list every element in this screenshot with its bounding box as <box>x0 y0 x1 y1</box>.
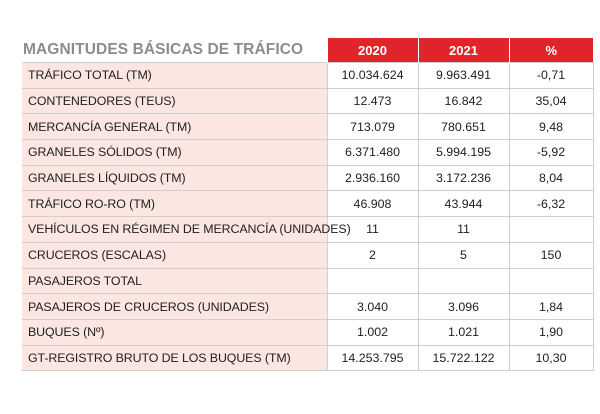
row-label: CONTENEDORES (TEUS) <box>22 87 327 114</box>
row-label: VEHÍCULOS EN RÉGIMEN DE MERCANCÍA (UNIDA… <box>22 216 351 243</box>
table-row: PASAJEROS TOTAL <box>22 267 594 294</box>
cell-2021: 1.021 <box>417 318 509 346</box>
cell-percent: -0,71 <box>508 62 594 89</box>
cell-percent <box>508 267 594 294</box>
column-header-2021: 2021 <box>417 38 509 63</box>
table-row: CRUCEROS (ESCALAS) 2 5 150 <box>22 241 594 268</box>
row-label: TRÁFICO RO-RO (TM) <box>22 190 327 217</box>
cell-percent: 8,04 <box>508 164 594 191</box>
row-label: GRANELES LÍQUIDOS (TM) <box>22 164 327 191</box>
table-row: PASAJEROS DE CRUCEROS (UNIDADES) 3.040 3.0… <box>22 293 594 320</box>
cell-percent: -5,92 <box>508 139 594 166</box>
cell-2021: 5.994.195 <box>417 139 509 166</box>
cell-2021: 780.651 <box>417 113 509 140</box>
cell-percent: 35,04 <box>508 87 594 114</box>
cell-2020: 3.040 <box>326 293 418 320</box>
table-row: VEHÍCULOS EN RÉGIMEN DE MERCANCÍA (UNIDA… <box>22 216 594 243</box>
table-row: BUQUES (Nº) 1.002 1.021 1,90 <box>22 318 594 346</box>
row-label: GT-REGISTRO BRUTO DE LOS BUQUES (TM) <box>22 344 327 372</box>
cell-percent: 1,84 <box>508 293 594 320</box>
column-header-percent: % <box>508 38 593 63</box>
table-header-row: MAGNITUDES BÁSICAS DE TRÁFICO 2020 2021 … <box>22 38 593 63</box>
cell-2021: 43.944 <box>417 190 509 217</box>
cell-percent: 1,90 <box>508 318 594 346</box>
row-label: PASAJEROS DE CRUCEROS (UNIDADES) <box>22 293 327 320</box>
cell-percent: 150 <box>508 241 594 268</box>
column-header-2020: 2020 <box>326 38 418 63</box>
traffic-table: MAGNITUDES BÁSICAS DE TRÁFICO 2020 2021 … <box>22 38 594 372</box>
cell-2020: 713.079 <box>326 113 418 140</box>
table-row: GT-REGISTRO BRUTO DE LOS BUQUES (TM) 14.2… <box>22 344 594 372</box>
table-body: TRÁFICO TOTAL (TM) 10.034.624 9.963.491 -0,… <box>22 62 594 372</box>
cell-2021: 16.842 <box>417 87 509 114</box>
table-title: MAGNITUDES BÁSICAS DE TRÁFICO <box>22 38 327 63</box>
cell-2021: 9.963.491 <box>417 62 509 89</box>
cell-2020: 46.908 <box>326 190 418 217</box>
table-row: GRANELES SÓLIDOS (TM) 6.371.480 5.994.195-… <box>22 139 594 166</box>
row-label: BUQUES (Nº) <box>22 318 327 346</box>
cell-2020: 6.371.480 <box>326 139 418 166</box>
cell-2021: 3.096 <box>417 293 509 320</box>
cell-2020: 14.253.795 <box>326 344 418 372</box>
cell-2021: 15.722.122 <box>417 344 509 372</box>
table-row: GRANELES LÍQUIDOS (TM) 2.936.160 3.172.236… <box>22 164 594 191</box>
cell-2020: 2 <box>326 241 418 268</box>
row-label: GRANELES SÓLIDOS (TM) <box>22 139 327 166</box>
cell-2020 <box>326 267 418 294</box>
cell-2020: 12.473 <box>326 87 418 114</box>
cell-2020: 2.936.160 <box>326 164 418 191</box>
row-label: PASAJEROS TOTAL <box>22 267 327 294</box>
traffic-table-container: MAGNITUDES BÁSICAS DE TRÁFICO 2020 2021 … <box>22 38 594 372</box>
cell-percent <box>508 216 594 243</box>
table-row: CONTENEDORES (TEUS) 12.473 16.842 35,04 <box>22 87 594 114</box>
cell-2021: 5 <box>417 241 509 268</box>
cell-2020: 10.034.624 <box>326 62 418 89</box>
cell-2021: 11 <box>417 216 509 243</box>
cell-percent: -6,32 <box>508 190 594 217</box>
cell-percent: 10,30 <box>508 344 594 372</box>
cell-2020: 1.002 <box>326 318 418 346</box>
cell-2021: 3.172.236 <box>417 164 509 191</box>
row-label: TRÁFICO TOTAL (TM) <box>22 62 327 89</box>
row-label: MERCANCÍA GENERAL (TM) <box>22 113 327 140</box>
table-row: TRÁFICO TOTAL (TM) 10.034.624 9.963.491 -0,… <box>22 62 594 89</box>
table-row: TRÁFICO RO-RO (TM) 46.908 43.944 -6,32 <box>22 190 594 217</box>
cell-percent: 9,48 <box>508 113 594 140</box>
row-label: CRUCEROS (ESCALAS) <box>22 241 327 268</box>
cell-2020: 11 <box>326 216 418 243</box>
table-row: MERCANCÍA GENERAL (TM) 713.079 780.651 9,48 <box>22 113 594 140</box>
cell-2021 <box>417 267 509 294</box>
